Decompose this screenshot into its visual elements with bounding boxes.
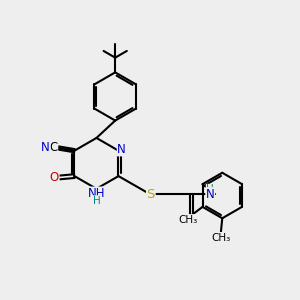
Text: S: S	[147, 188, 155, 201]
Text: NH: NH	[88, 187, 105, 200]
Text: O: O	[187, 215, 196, 228]
Text: H: H	[206, 184, 214, 194]
Text: N: N	[206, 188, 214, 201]
Text: CH₃: CH₃	[178, 215, 197, 225]
Text: H: H	[93, 196, 100, 206]
Text: N: N	[41, 142, 50, 154]
Text: C: C	[50, 142, 58, 154]
Text: CH₃: CH₃	[211, 232, 231, 242]
Text: O: O	[50, 171, 59, 184]
Text: N: N	[117, 143, 126, 156]
